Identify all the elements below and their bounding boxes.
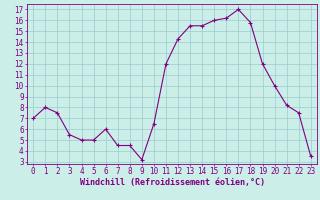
X-axis label: Windchill (Refroidissement éolien,°C): Windchill (Refroidissement éolien,°C): [79, 178, 265, 187]
